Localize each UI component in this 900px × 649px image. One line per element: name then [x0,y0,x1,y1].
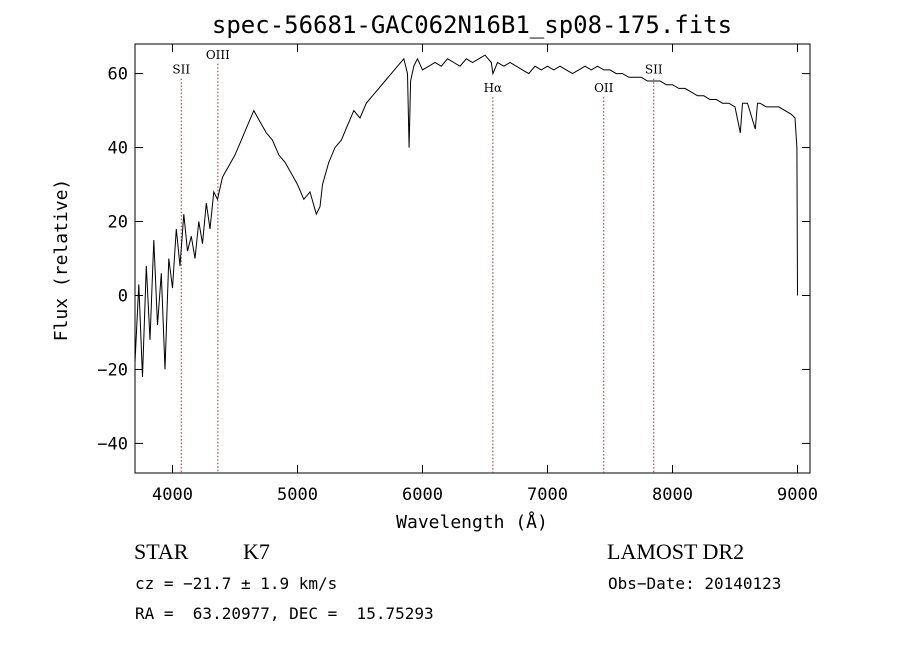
x-tick-label: 4000 [152,485,193,505]
object-type: STAR [134,539,189,564]
y-tick-label: 0 [118,286,128,306]
spectral-line-label: SII [172,63,190,77]
spectral-line-label: SII [645,63,663,77]
x-tick-label: 7000 [527,485,568,505]
spectral-line-label: Hα [484,81,503,95]
x-tick-label: 9000 [777,485,818,505]
subclass: K7 [243,539,270,564]
spectral-line-label: OIII [206,48,230,62]
y-tick-label: 60 [108,65,128,85]
survey-name: LAMOST DR2 [607,539,745,564]
y-tick-label: 40 [108,139,128,159]
cz-value: cz = −21.7 ± 1.9 km/s [135,574,338,593]
spectral-line-label: OII [594,81,614,95]
y-tick-label: 20 [108,213,128,233]
coordinates: RA = 63.20977, DEC = 15.75293 [135,604,434,623]
obs-date: Obs−Date: 20140123 [608,574,782,593]
y-tick-label: −40 [97,434,128,454]
x-tick-label: 6000 [402,485,443,505]
x-tick-label: 8000 [652,485,693,505]
x-tick-label: 5000 [277,485,318,505]
y-tick-label: −20 [97,360,128,380]
plot-frame [134,43,811,474]
chart-title: spec-56681-GAC062N16B1_sp08-175.fits [212,11,732,39]
x-axis-label: Wavelength (Å) [396,511,548,533]
y-axis-label: Flux (relative) [51,179,72,342]
spectrum-series-line [134,54,798,377]
